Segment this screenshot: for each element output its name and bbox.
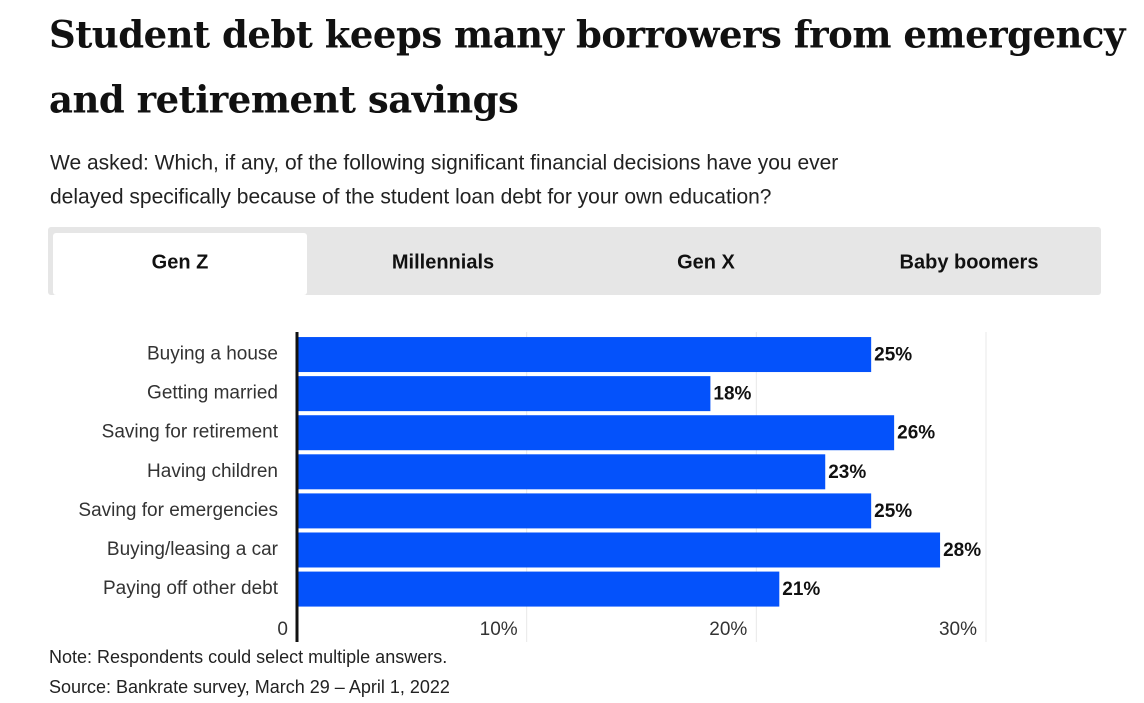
tab-bar	[48, 227, 1101, 295]
data-label: 23%	[828, 462, 866, 483]
category-label: Saving for retirement	[102, 422, 279, 443]
category-label: Having children	[147, 461, 278, 482]
category-label: Paying off other debt	[103, 578, 279, 599]
data-label: 28%	[943, 540, 981, 561]
category-label: Buying/leasing a car	[107, 539, 279, 560]
source: Source: Bankrate survey, March 29 – Apri…	[49, 677, 450, 697]
tab-label[interactable]: Millennials	[392, 251, 494, 273]
x-tick-label: 10%	[480, 619, 518, 640]
bar	[297, 415, 895, 451]
data-label: 18%	[713, 384, 751, 405]
chart-title: and retirement savings	[49, 78, 518, 122]
bar	[297, 532, 941, 568]
tab-label[interactable]: Gen Z	[152, 251, 209, 273]
x-tick-label: 0	[277, 619, 288, 640]
chart-subtitle: We asked: Which, if any, of the followin…	[50, 152, 838, 175]
data-label: 21%	[782, 579, 820, 600]
bar	[297, 493, 872, 529]
bar	[297, 376, 711, 412]
data-label: 25%	[874, 345, 912, 366]
category-label: Buying a house	[147, 344, 278, 365]
tab-active[interactable]	[53, 233, 307, 295]
bar	[297, 337, 872, 373]
data-label: 26%	[897, 423, 935, 444]
tab-label[interactable]: Gen X	[677, 251, 735, 273]
category-label: Saving for emergencies	[78, 500, 278, 521]
note: Note: Respondents could select multiple …	[49, 647, 447, 667]
data-label: 25%	[874, 501, 912, 522]
x-tick-label: 30%	[939, 619, 977, 640]
chart-subtitle: delayed specifically because of the stud…	[50, 186, 771, 209]
chart-title: Student debt keeps many borrowers from e…	[49, 13, 1127, 57]
tab-label[interactable]: Baby boomers	[900, 251, 1039, 273]
bar	[297, 454, 826, 490]
category-label: Getting married	[147, 383, 278, 404]
x-tick-label: 20%	[709, 619, 747, 640]
bar	[297, 571, 780, 607]
